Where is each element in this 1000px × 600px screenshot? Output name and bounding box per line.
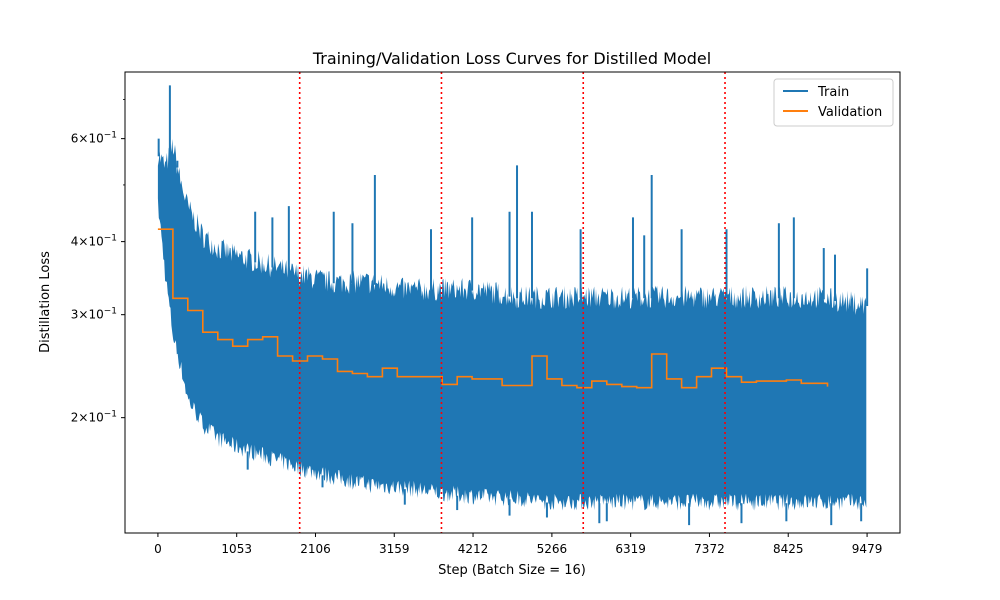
- y-axis: 2×10−1 3×10−1 4×10−1 6×10−1: [71, 99, 125, 425]
- x-tick-label: 4212: [458, 542, 489, 556]
- y-tick-label: 3×10−1: [71, 307, 117, 322]
- x-tick-label: 5266: [537, 542, 568, 556]
- validation-series-line: [157, 228, 829, 389]
- chart-title: Training/Validation Loss Curves for Dist…: [312, 49, 711, 68]
- legend-validation-label: Validation: [818, 105, 882, 120]
- x-tick-label: 6319: [615, 542, 646, 556]
- y-tick-label: 2×10−1: [71, 410, 117, 425]
- y-tick-label: 4×10−1: [71, 234, 117, 249]
- x-tick-label: 9479: [852, 542, 883, 556]
- x-tick-label: 1053: [221, 542, 252, 556]
- plot-area-frame: [124, 71, 901, 534]
- x-axis: 0 1053 2106 3159 4212 5266 6319 7372 8425 9479: [154, 533, 882, 556]
- epoch-markers: [298, 72, 726, 533]
- legend: Train Validation: [773, 78, 894, 127]
- legend-train-label: Train: [817, 85, 849, 100]
- x-tick-label: 8425: [773, 542, 804, 556]
- x-tick-label: 7372: [694, 542, 725, 556]
- train-series-band: [157, 139, 867, 511]
- x-tick-label: 3159: [379, 542, 410, 556]
- x-axis-label: Step (Batch Size = 16): [438, 563, 586, 578]
- y-axis-label: Distillation Loss: [38, 251, 53, 353]
- y-tick-label: 6×10−1: [71, 131, 117, 146]
- x-tick-label: 2106: [300, 542, 331, 556]
- train-series: [157, 85, 869, 526]
- x-tick-label: 0: [154, 542, 162, 556]
